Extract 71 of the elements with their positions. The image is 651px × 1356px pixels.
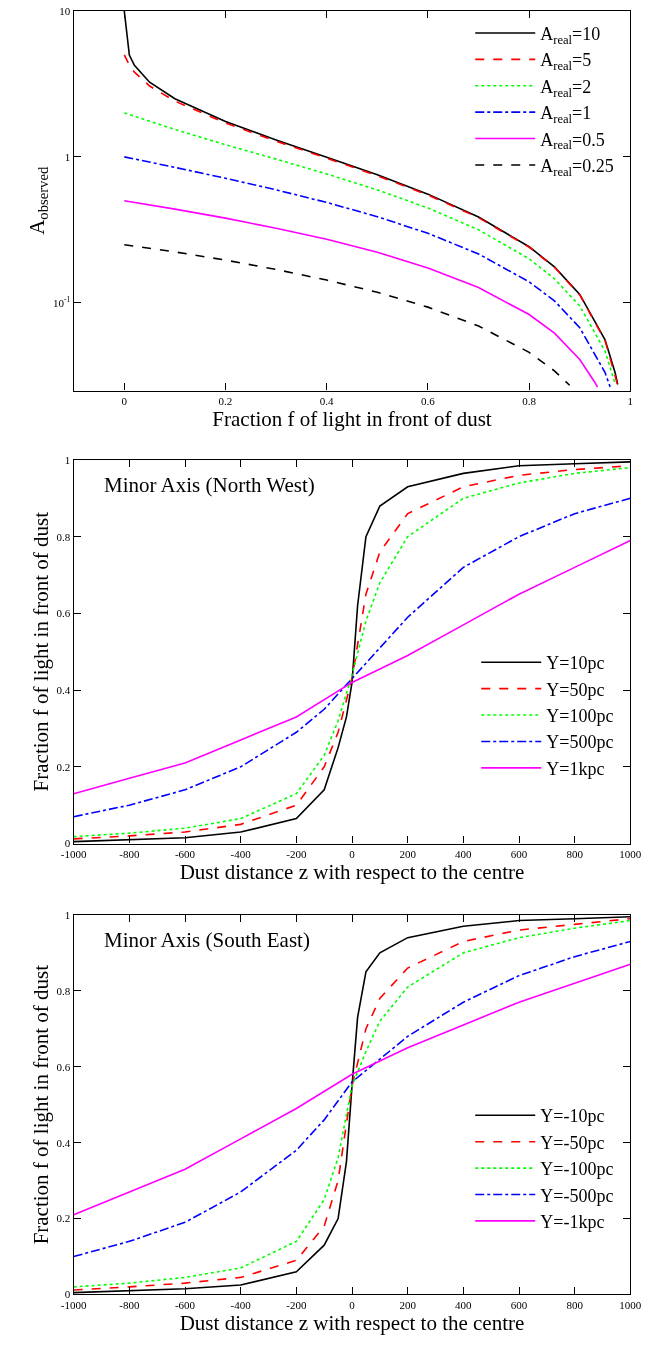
annotation: Minor Axis (North West) — [104, 473, 315, 497]
legend-label: Y=1kpc — [546, 758, 605, 779]
x-tick-label: 0.8 — [522, 394, 537, 407]
x-tick-label: -1000 — [60, 847, 87, 860]
legend-label: Y=50pc — [546, 679, 605, 700]
x-tick-label: 400 — [455, 1298, 473, 1311]
x-tick-label: -400 — [230, 1298, 252, 1311]
line-series — [123, 156, 611, 388]
y-axis-title: Fraction f of light in front of dust — [28, 511, 53, 792]
x-tick-label: 1 — [627, 394, 634, 407]
legend-label: A$_{real}$=10 — [540, 23, 601, 47]
x-tick-label: 400 — [455, 847, 473, 860]
annotation: Minor Axis (South East) — [104, 928, 310, 952]
legend-label: Y=10pc — [546, 653, 605, 674]
x-tick-label: 0 — [349, 847, 356, 860]
legend-label: A$_{real}$=1 — [540, 103, 592, 126]
x-tick-label: 0 — [121, 394, 128, 407]
x-tick-label: 1000 — [619, 847, 642, 860]
legend-label: Y=100pc — [546, 706, 614, 727]
x-tick-label: -200 — [286, 847, 307, 860]
y-tick-label: 1 — [64, 150, 71, 163]
legend-label: A$_{real}$=0.25 — [540, 155, 614, 179]
x-tick-label: -800 — [119, 847, 140, 860]
y-tick-label: 1 — [64, 453, 71, 466]
x-axis-title: Dust distance z with respect to the centre — [179, 859, 525, 884]
x-tick-label: -600 — [174, 1298, 196, 1311]
y-tick-label: 0.8 — [56, 530, 71, 543]
y-tick-label: 0 — [64, 1288, 71, 1301]
x-tick-label: 800 — [566, 847, 584, 860]
line-series — [73, 539, 631, 795]
y-axis-title: Fraction f of light in front of dust — [28, 964, 53, 1245]
legend-label: A$_{real}$=2 — [540, 76, 592, 100]
x-tick-label: -600 — [174, 847, 196, 860]
legend-label: Y=-1kpc — [540, 1211, 605, 1232]
x-axis-title: Dust distance z with respect to the centre — [179, 1310, 525, 1335]
legend-label: Y=-10pc — [540, 1106, 605, 1127]
legend-label: A$_{real}$=5 — [540, 50, 592, 74]
line-series — [73, 963, 631, 1216]
y-tick-label: 0.2 — [56, 1212, 71, 1225]
y-tick-label: 1 — [64, 908, 71, 921]
x-tick-label: 200 — [399, 847, 417, 860]
x-axis-title: Fraction f of light in front of dust — [212, 406, 492, 431]
y-tick-label: 0.6 — [56, 607, 71, 620]
x-tick-label: 1000 — [619, 1298, 642, 1311]
legend-label: Y=500pc — [546, 732, 614, 753]
legend-label: A$_{real}$=0.5 — [540, 129, 605, 153]
y-tick-label: 0 — [64, 837, 71, 850]
y-tick-label: 0.6 — [56, 1060, 71, 1073]
y-tick-label: 10 — [59, 4, 71, 17]
legend-label: Y=-500pc — [540, 1185, 614, 1206]
y-tick-label: 10$^{-1}$ — [52, 294, 71, 309]
x-tick-label: 0.4 — [319, 394, 335, 407]
legend-label: Y=-50pc — [540, 1132, 605, 1153]
line-series — [123, 243, 571, 387]
x-tick-label: -400 — [230, 847, 252, 860]
x-tick-label: 600 — [510, 1298, 528, 1311]
x-tick-label: -200 — [286, 1298, 307, 1311]
legend-label: Y=-100pc — [540, 1159, 614, 1180]
x-tick-label: 0 — [349, 1298, 356, 1311]
x-tick-label: 600 — [510, 847, 528, 860]
y-tick-label: 0.4 — [56, 683, 71, 696]
y-tick-label: 0.8 — [56, 984, 71, 997]
x-tick-label: 0.2 — [218, 394, 233, 407]
y-tick-label: 0.2 — [56, 760, 71, 773]
x-tick-label: -1000 — [60, 1298, 87, 1311]
x-tick-label: 0.6 — [421, 394, 436, 407]
line-series — [123, 199, 599, 388]
x-tick-label: -800 — [119, 1298, 140, 1311]
y-tick-label: 0.4 — [56, 1136, 71, 1149]
x-tick-label: 800 — [566, 1298, 584, 1311]
x-tick-label: 200 — [399, 1298, 417, 1311]
